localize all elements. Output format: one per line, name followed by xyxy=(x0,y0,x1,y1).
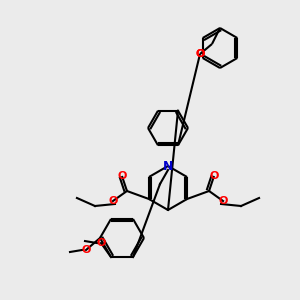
Text: O: O xyxy=(195,49,205,59)
Text: O: O xyxy=(195,49,205,59)
Text: O: O xyxy=(81,245,91,255)
Text: O: O xyxy=(108,196,118,206)
Text: O: O xyxy=(218,196,228,206)
Text: O: O xyxy=(96,238,106,248)
Text: N: N xyxy=(163,160,173,172)
Text: O: O xyxy=(209,171,219,181)
Text: O: O xyxy=(117,171,127,181)
